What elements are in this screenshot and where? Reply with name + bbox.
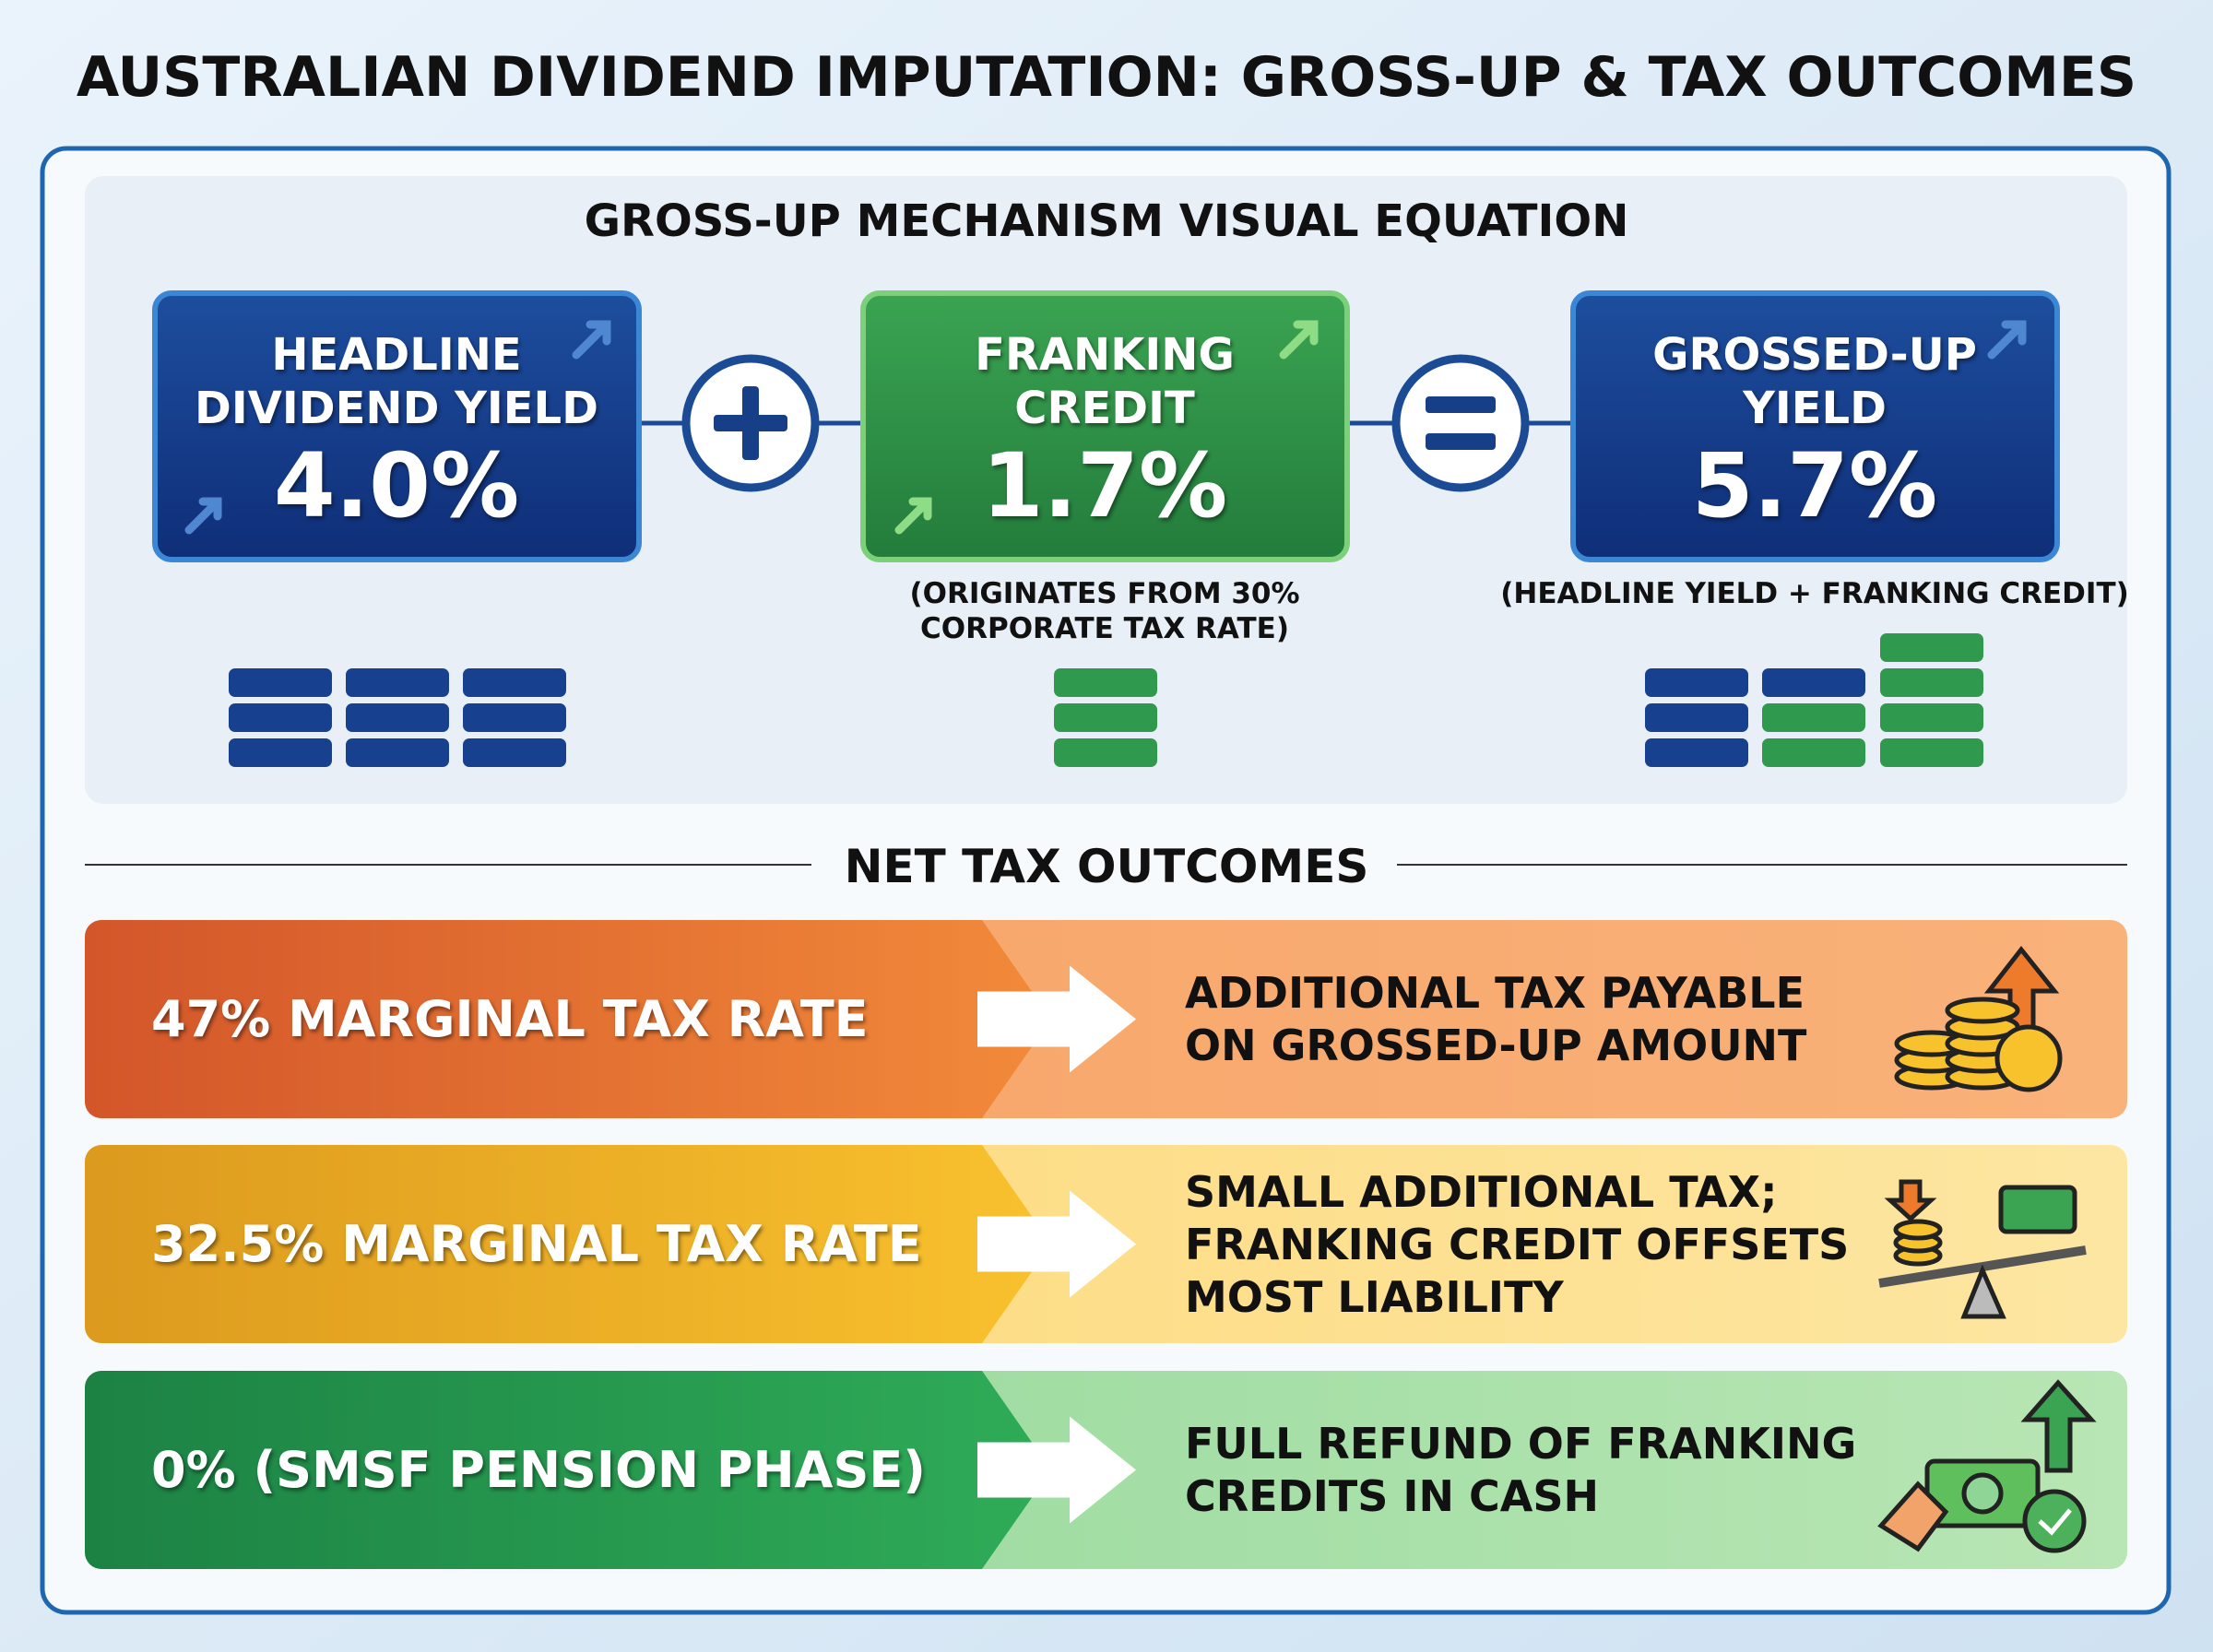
rate-label: 0% (SMSF PENSION PHASE) — [151, 1440, 926, 1499]
box-value: 5.7% — [1691, 434, 1938, 537]
outcome-text: ADDITIONAL TAX PAYABLE — [1185, 968, 1805, 1018]
outcome-text: MOST LIABILITY — [1185, 1271, 1564, 1322]
box-label: FRANKING — [975, 329, 1235, 381]
rate-label: 47% MARGINAL TAX RATE — [151, 989, 869, 1048]
block — [463, 703, 566, 732]
rate-label: 32.5% MARGINAL TAX RATE — [151, 1214, 922, 1273]
block — [1762, 703, 1865, 732]
block — [1645, 738, 1748, 767]
box-label: YIELD — [1743, 383, 1887, 434]
block — [1762, 738, 1865, 767]
box-label: CREDIT — [1014, 383, 1195, 434]
block — [1054, 668, 1157, 697]
outcome-text: FULL REFUND OF FRANKING — [1185, 1419, 1857, 1469]
block — [1054, 703, 1157, 732]
row-rate-bg — [85, 1145, 1051, 1343]
block — [1880, 738, 1983, 767]
outcome-row — [85, 1145, 2127, 1343]
outcome-row — [85, 1371, 2127, 1569]
block — [463, 668, 566, 697]
block — [346, 668, 449, 697]
box-label: HEADLINE — [271, 329, 522, 381]
block — [1054, 738, 1157, 767]
box-note: (HEADLINE YIELD + FRANKING CREDIT) — [1500, 576, 2129, 610]
outcome-text: ON GROSSED-UP AMOUNT — [1185, 1021, 1807, 1070]
outcome-text: SMALL ADDITIONAL TAX; — [1185, 1166, 1778, 1217]
block — [1880, 703, 1983, 732]
outcome-row — [85, 920, 2127, 1118]
outcome-text: CREDITS IN CASH — [1185, 1471, 1600, 1521]
block — [463, 738, 566, 767]
block — [1880, 668, 1983, 697]
block — [1645, 703, 1748, 732]
block — [346, 703, 449, 732]
row-arrow — [977, 965, 1136, 1073]
box-value: 4.0% — [273, 434, 520, 537]
box-note: (ORIGINATES FROM 30% — [909, 576, 1300, 610]
block — [229, 703, 332, 732]
page-title: AUSTRALIAN DIVIDEND IMPUTATION: GROSS-UP… — [76, 45, 2137, 110]
box-label: DIVIDEND YIELD — [195, 383, 598, 434]
row-arrow — [977, 1190, 1136, 1298]
block — [1645, 668, 1748, 697]
block — [1880, 633, 1983, 662]
block — [346, 738, 449, 767]
block — [1762, 668, 1865, 697]
row-arrow — [977, 1416, 1136, 1524]
section-title: GROSS-UP MECHANISM VISUAL EQUATION — [584, 195, 1629, 247]
block — [229, 738, 332, 767]
box-note: CORPORATE TAX RATE) — [920, 611, 1289, 645]
row-rate-bg — [85, 920, 1051, 1118]
box-label: GROSSED-UP — [1652, 329, 1977, 381]
row-rate-bg — [85, 1371, 1051, 1569]
section-title: NET TAX OUTCOMES — [844, 840, 1369, 893]
outcome-text: FRANKING CREDIT OFFSETS — [1185, 1219, 1850, 1269]
box-value: 1.7% — [981, 434, 1228, 537]
block — [229, 668, 332, 697]
